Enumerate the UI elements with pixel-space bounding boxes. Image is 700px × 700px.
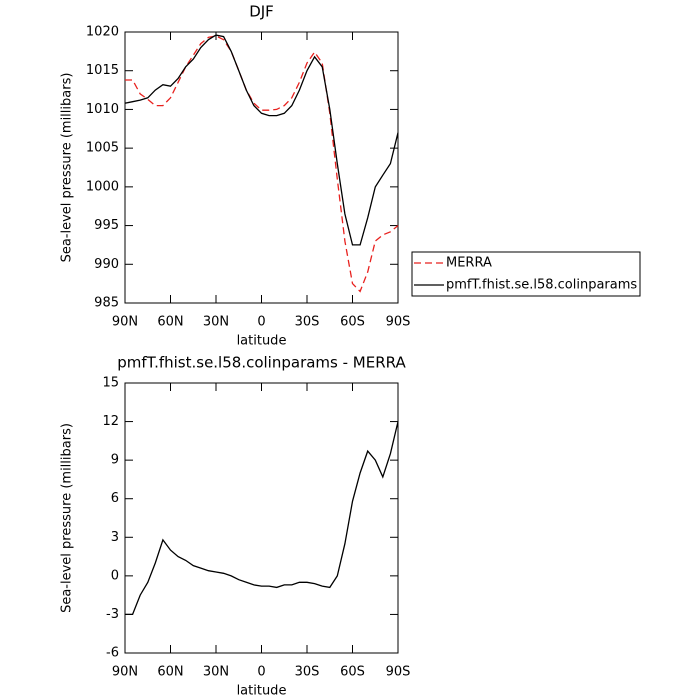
x-tick-label: 0 bbox=[257, 665, 265, 680]
x-tick-label: 90N bbox=[112, 315, 138, 330]
series-line bbox=[125, 421, 399, 616]
y-tick-label: 990 bbox=[94, 257, 119, 272]
y-tick-label: 6 bbox=[111, 491, 119, 506]
x-tick-label: 30N bbox=[203, 315, 229, 330]
y-tick-label: 15 bbox=[102, 376, 119, 391]
x-axis-label: latitude bbox=[237, 334, 287, 349]
legend-box bbox=[411, 251, 641, 297]
chart-title: pmfT.fhist.se.l58.colinparams - MERRA bbox=[117, 354, 406, 372]
x-tick-label: 90S bbox=[386, 315, 411, 330]
y-axis-label: Sea-level pressure (millibars) bbox=[60, 73, 75, 263]
y-tick-label: 0 bbox=[111, 568, 119, 583]
y-tick-label: 3 bbox=[111, 530, 119, 545]
legend-label: pmfT.fhist.se.l58.colinparams bbox=[446, 278, 637, 293]
x-tick-label: 60S bbox=[340, 665, 365, 680]
x-tick-label: 30S bbox=[295, 315, 320, 330]
y-tick-label: 1005 bbox=[86, 141, 119, 156]
x-tick-label: 60S bbox=[340, 315, 365, 330]
y-tick-label: 1020 bbox=[86, 25, 119, 40]
y-tick-label: 995 bbox=[94, 218, 119, 233]
x-axis-label: latitude bbox=[237, 684, 287, 699]
series-line bbox=[125, 35, 399, 293]
x-tick-label: 30S bbox=[295, 665, 320, 680]
y-tick-label: -3 bbox=[106, 607, 119, 622]
x-tick-label: 60N bbox=[157, 315, 183, 330]
y-tick-label: 12 bbox=[102, 414, 119, 429]
y-tick-label: 985 bbox=[94, 296, 119, 311]
series-line bbox=[124, 34, 399, 246]
x-tick-label: 90S bbox=[386, 665, 411, 680]
chart-title: DJF bbox=[249, 3, 274, 21]
x-tick-label: 90N bbox=[112, 665, 138, 680]
x-tick-label: 0 bbox=[257, 315, 265, 330]
y-tick-label: -6 bbox=[106, 646, 119, 661]
y-tick-label: 9 bbox=[111, 453, 119, 468]
plot-frame bbox=[124, 382, 399, 654]
plot-frame bbox=[124, 31, 399, 304]
y-axis-label: Sea-level pressure (millibars) bbox=[60, 423, 75, 613]
x-tick-label: 60N bbox=[157, 665, 183, 680]
y-tick-label: 1000 bbox=[86, 179, 119, 194]
x-tick-label: 30N bbox=[203, 665, 229, 680]
legend-label: MERRA bbox=[446, 256, 492, 271]
y-tick-label: 1010 bbox=[86, 102, 119, 117]
y-tick-label: 1015 bbox=[86, 63, 119, 78]
